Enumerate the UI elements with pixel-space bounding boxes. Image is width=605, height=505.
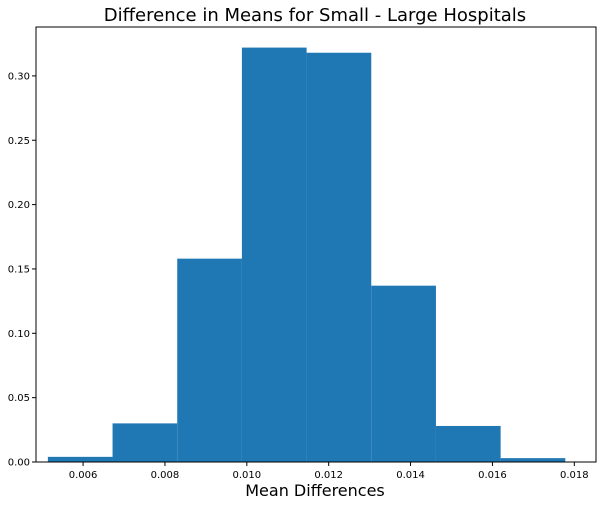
histogram-bar-5 [371,285,436,462]
histogram-bar-6 [435,425,501,462]
y-tick-label: 0.05 [8,393,30,404]
chart-title: Difference in Means for Small - Large Ho… [104,5,526,26]
histogram-bar-0 [47,456,113,462]
bars-group [47,47,566,463]
y-tick-label: 0.30 [8,71,30,82]
y-axis: 0.00 0.05 0.10 0.15 0.20 0.25 0.30 [8,71,36,469]
x-tick-label: 0.010 [232,470,261,481]
axes-frame [35,26,597,463]
x-tick-label: 0.016 [478,470,507,481]
histogram-bar-7 [500,458,566,462]
x-tick-label: 0.008 [151,470,180,481]
y-tick-label: 0.25 [8,136,30,147]
x-tick-label: 0.018 [560,470,589,481]
histogram-bar-1 [112,423,178,462]
x-axis-label: Mean Differences [245,481,385,500]
x-axis: 0.006 0.008 0.010 0.012 0.014 0.016 0.018 [69,462,589,481]
x-tick-label: 0.006 [69,470,98,481]
y-tick-label: 0.15 [8,264,30,275]
y-tick-label: 0.00 [8,458,30,469]
histogram-bar-2 [177,258,242,462]
y-tick-label: 0.20 [8,200,30,211]
x-tick-label: 0.012 [314,470,343,481]
histogram-bar-4 [306,52,372,462]
y-tick-label: 0.10 [8,329,30,340]
x-tick-label: 0.014 [396,470,425,481]
histogram-bar-3 [241,47,307,463]
